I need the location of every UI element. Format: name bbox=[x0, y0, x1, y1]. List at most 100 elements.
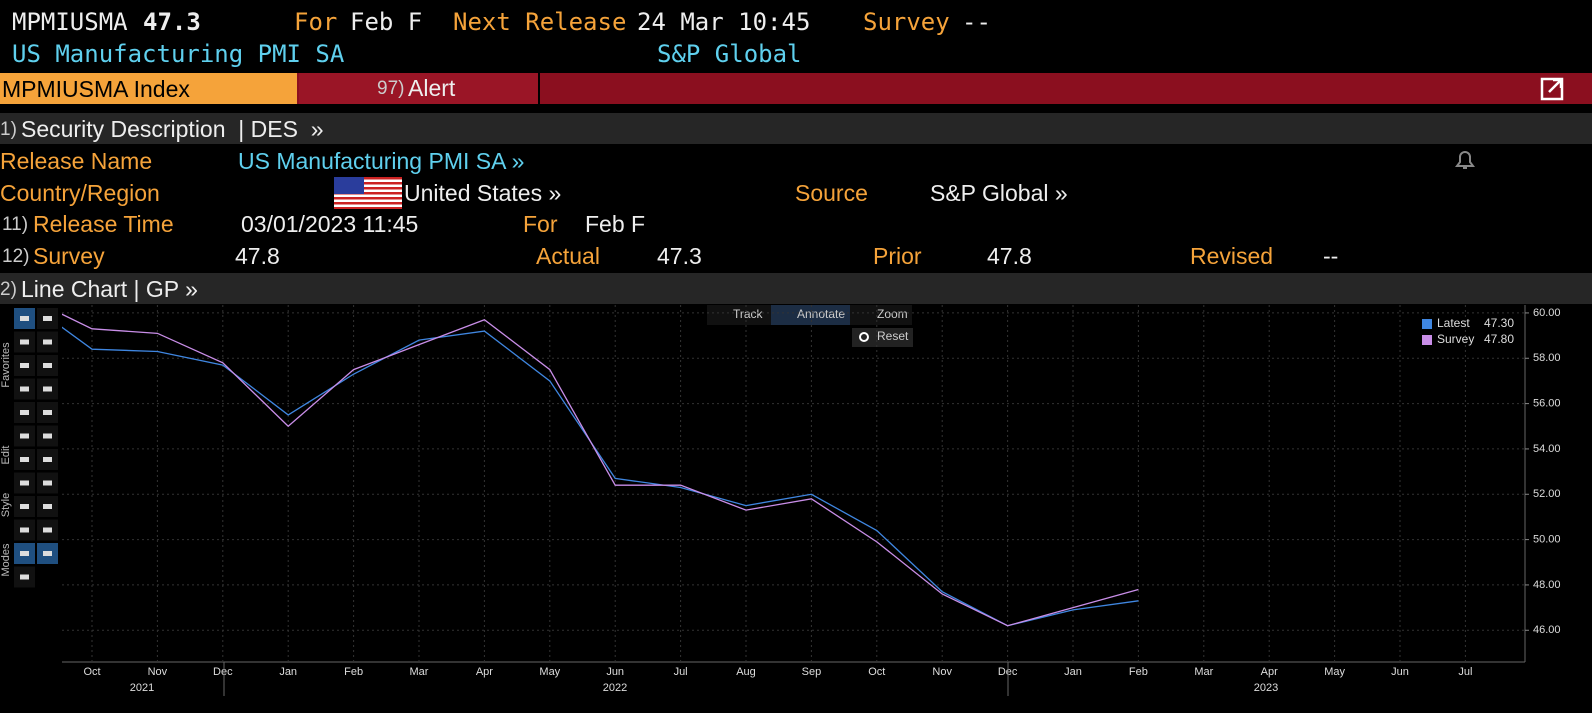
source: S&P Global bbox=[657, 40, 802, 68]
legend-swatch bbox=[1422, 319, 1432, 329]
x-tick-label: Feb bbox=[1129, 666, 1148, 678]
x-tick-label: Nov bbox=[148, 666, 168, 678]
field-num: 12) bbox=[2, 246, 30, 267]
security-tab[interactable] bbox=[0, 73, 297, 104]
x-tick-label: Nov bbox=[932, 666, 952, 678]
tool-glyph bbox=[43, 316, 52, 321]
field-label: Country/Region bbox=[0, 180, 160, 206]
field-label: Prior bbox=[873, 243, 922, 269]
section-title[interactable]: Line Chart | GP » bbox=[21, 276, 198, 302]
x-tick-label: Aug bbox=[736, 666, 756, 678]
tool-glyph bbox=[43, 386, 52, 392]
for-label: For bbox=[294, 8, 338, 36]
zoom-button[interactable]: Zoom bbox=[877, 307, 908, 321]
legend-swatch bbox=[1422, 335, 1432, 345]
chart: Track Annotate Zoom Reset Favorites Edit S… bbox=[0, 305, 1592, 713]
field-link[interactable]: S&P Global » bbox=[930, 180, 1068, 206]
x-tick-label: Jul bbox=[1458, 666, 1472, 678]
field-value: 47.8 bbox=[235, 243, 280, 269]
tool-glyph bbox=[20, 574, 29, 580]
popout-icon[interactable] bbox=[1540, 76, 1566, 102]
legend-label: Survey bbox=[1437, 332, 1474, 346]
legend-value: 47.30 bbox=[1484, 316, 1514, 330]
alert-tab[interactable] bbox=[299, 73, 540, 104]
side-tab[interactable]: Modes bbox=[0, 543, 12, 577]
section-bar bbox=[0, 273, 1592, 304]
y-tick-label: 60.00 bbox=[1533, 307, 1561, 319]
x-tick-label: Mar bbox=[410, 666, 429, 678]
side-tab[interactable]: Edit bbox=[0, 446, 12, 465]
y-tick-label: 48.00 bbox=[1533, 579, 1561, 591]
field-label: Release Time bbox=[33, 211, 174, 237]
field-value: -- bbox=[1323, 243, 1339, 269]
field-label: Survey bbox=[33, 243, 105, 269]
x-tick-label: May bbox=[539, 666, 560, 678]
flag-icon bbox=[334, 177, 402, 209]
tool-glyph bbox=[20, 316, 29, 321]
y-tick-label: 54.00 bbox=[1533, 443, 1561, 455]
tool-glyph bbox=[43, 480, 52, 486]
legend-value: 47.80 bbox=[1484, 332, 1514, 346]
y-tick-label: 52.00 bbox=[1533, 488, 1561, 500]
tool-glyph bbox=[20, 527, 29, 533]
reset-icon bbox=[859, 332, 869, 342]
annotate-active bbox=[771, 305, 850, 325]
x-tick-label: Apr bbox=[476, 666, 493, 678]
reset-button[interactable]: Reset bbox=[877, 329, 909, 343]
tool-glyph bbox=[20, 410, 29, 415]
bell-icon[interactable] bbox=[1452, 147, 1478, 173]
tool-glyph bbox=[20, 480, 29, 486]
annotate-button[interactable]: Annotate bbox=[797, 307, 845, 321]
series-line bbox=[62, 313, 1139, 627]
next-release-value: 24 Mar 10:45 bbox=[637, 8, 811, 36]
tool-glyph bbox=[20, 363, 29, 368]
x-tick-label: Jun bbox=[1391, 666, 1409, 678]
x-tick-label: Dec bbox=[213, 666, 233, 678]
section-bar bbox=[0, 113, 1592, 144]
tool-glyph bbox=[20, 504, 29, 509]
security-tab-label: MPMIUSMA Index bbox=[2, 76, 190, 102]
section-title[interactable]: Security Description | DES » bbox=[21, 116, 324, 142]
reset-bg bbox=[852, 328, 913, 347]
side-tab[interactable]: Favorites bbox=[0, 342, 12, 388]
drawing-toolbar bbox=[14, 308, 58, 588]
field-label: Actual bbox=[536, 243, 600, 269]
x-tick-label: Jan bbox=[279, 666, 297, 678]
track-button[interactable]: Track bbox=[733, 307, 764, 321]
field-label: Release Name bbox=[0, 148, 153, 174]
next-release-label: Next Release bbox=[453, 8, 627, 36]
field-value: 47.3 bbox=[657, 243, 702, 269]
field-label: Source bbox=[795, 180, 868, 206]
alert-num: 97) bbox=[377, 78, 405, 99]
tool-glyph bbox=[43, 363, 52, 368]
tool-glyph bbox=[43, 527, 52, 533]
y-tick-label: 56.00 bbox=[1533, 398, 1561, 410]
field-value: Feb F bbox=[585, 211, 646, 237]
y-tick-label: 50.00 bbox=[1533, 534, 1561, 546]
security-name: US Manufacturing PMI SA bbox=[12, 40, 345, 68]
field-num: 11) bbox=[2, 214, 29, 235]
year-label: 2023 bbox=[1254, 682, 1278, 694]
y-tick-label: 58.00 bbox=[1533, 352, 1561, 364]
x-tick-label: Jul bbox=[674, 666, 688, 678]
x-tick-label: Oct bbox=[868, 666, 885, 678]
tool-glyph bbox=[20, 551, 29, 556]
field-label: Revised bbox=[1190, 243, 1274, 269]
x-tick-label: Sep bbox=[802, 666, 822, 678]
x-tick-label: Apr bbox=[1261, 666, 1278, 678]
legend-label: Latest bbox=[1437, 316, 1470, 330]
side-tab[interactable]: Style bbox=[0, 493, 12, 517]
year-label: 2022 bbox=[603, 682, 627, 694]
tool-glyph bbox=[43, 457, 52, 462]
tool-glyph bbox=[20, 433, 29, 439]
field-link[interactable]: US Manufacturing PMI SA » bbox=[238, 148, 525, 174]
for-value: Feb F bbox=[350, 8, 423, 36]
series-line bbox=[62, 326, 1139, 627]
tool-glyph bbox=[43, 339, 52, 345]
tool-glyph bbox=[20, 457, 29, 462]
survey-label: Survey bbox=[863, 8, 950, 36]
chart-bg bbox=[0, 305, 1592, 713]
year-label: 2021 bbox=[130, 682, 154, 694]
x-tick-label: Oct bbox=[83, 666, 100, 678]
field-link[interactable]: United States » bbox=[404, 180, 562, 206]
